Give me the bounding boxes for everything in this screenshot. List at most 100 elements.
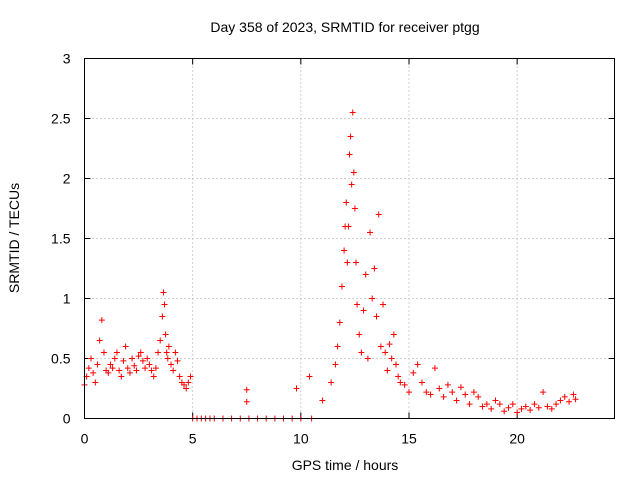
data-point	[410, 369, 417, 376]
data-point	[347, 133, 354, 140]
data-point	[570, 391, 577, 398]
data-point	[444, 381, 451, 388]
data-point	[336, 319, 343, 326]
data-point	[395, 373, 402, 380]
data-point	[334, 343, 341, 350]
data-point	[319, 397, 326, 404]
data-point	[126, 369, 133, 376]
data-point	[358, 349, 365, 356]
data-point	[453, 397, 460, 404]
data-point	[165, 343, 172, 350]
data-point	[462, 391, 469, 398]
data-point	[377, 343, 384, 350]
data-point	[85, 365, 92, 372]
data-point	[514, 409, 521, 416]
data-point	[183, 385, 190, 392]
data-point	[164, 355, 171, 362]
data-point	[535, 404, 542, 411]
data-point	[380, 301, 387, 308]
data-point	[544, 403, 551, 410]
data-point	[152, 365, 159, 372]
data-point	[352, 259, 359, 266]
data-point	[572, 396, 579, 403]
data-point	[522, 403, 529, 410]
data-point	[553, 401, 560, 408]
data-point	[109, 365, 116, 372]
data-point	[470, 389, 477, 396]
data-point	[137, 349, 144, 356]
data-point	[92, 379, 99, 386]
data-point	[401, 381, 408, 388]
data-point	[393, 361, 400, 368]
data-point	[162, 331, 169, 338]
data-point	[90, 369, 97, 376]
data-point	[449, 389, 456, 396]
x-tick-label: 10	[293, 431, 309, 447]
data-point	[155, 349, 162, 356]
data-point	[181, 381, 188, 388]
data-point	[139, 357, 146, 364]
data-point	[160, 289, 167, 296]
y-tick-label: 1.5	[51, 231, 71, 247]
data-point	[135, 353, 142, 360]
data-point	[475, 393, 482, 400]
data-points	[81, 109, 579, 422]
x-tick-label: 15	[401, 431, 417, 447]
data-point	[168, 361, 175, 368]
data-point	[360, 307, 367, 314]
data-point	[105, 369, 112, 376]
data-point	[561, 393, 568, 400]
data-point	[509, 401, 516, 408]
data-point	[293, 385, 300, 392]
data-point	[150, 373, 157, 380]
data-point	[436, 385, 443, 392]
x-tick-label: 0	[81, 431, 89, 447]
data-point	[505, 404, 512, 411]
plot-frame	[84, 58, 615, 419]
data-point	[131, 362, 138, 369]
data-point	[107, 361, 114, 368]
data-point	[479, 403, 486, 410]
data-point	[418, 379, 425, 386]
data-point	[170, 367, 177, 374]
data-point	[440, 393, 447, 400]
data-point	[382, 349, 389, 356]
data-point	[501, 408, 508, 415]
data-point	[367, 229, 374, 236]
x-tick-label: 5	[189, 431, 197, 447]
data-point	[96, 337, 103, 344]
data-point	[364, 355, 371, 362]
data-point	[113, 349, 120, 356]
data-point	[557, 397, 564, 404]
x-tick-label: 20	[509, 431, 525, 447]
data-point	[120, 357, 127, 364]
data-point	[457, 384, 464, 391]
data-point	[488, 405, 495, 412]
data-point	[98, 317, 105, 324]
data-point	[431, 365, 438, 372]
data-point	[349, 109, 356, 116]
data-point	[111, 355, 118, 362]
data-point	[527, 407, 534, 414]
data-point	[548, 405, 555, 412]
data-point	[187, 373, 194, 380]
data-point	[390, 331, 397, 338]
data-point	[466, 401, 473, 408]
data-point	[356, 331, 363, 338]
y-axis-label: SRMTID / TECUs	[6, 183, 22, 293]
data-point	[129, 355, 136, 362]
data-point	[362, 271, 369, 278]
data-point	[243, 386, 250, 393]
data-point	[397, 379, 404, 386]
data-point	[243, 398, 250, 405]
data-point	[341, 247, 348, 254]
data-point	[369, 295, 376, 302]
data-point	[423, 389, 430, 396]
data-point	[388, 355, 395, 362]
data-point	[483, 401, 490, 408]
data-point	[133, 367, 140, 374]
y-tick-label: 0.5	[51, 351, 71, 367]
data-point	[338, 283, 345, 290]
data-point	[148, 367, 155, 374]
y-tick-label: 3	[63, 51, 71, 67]
